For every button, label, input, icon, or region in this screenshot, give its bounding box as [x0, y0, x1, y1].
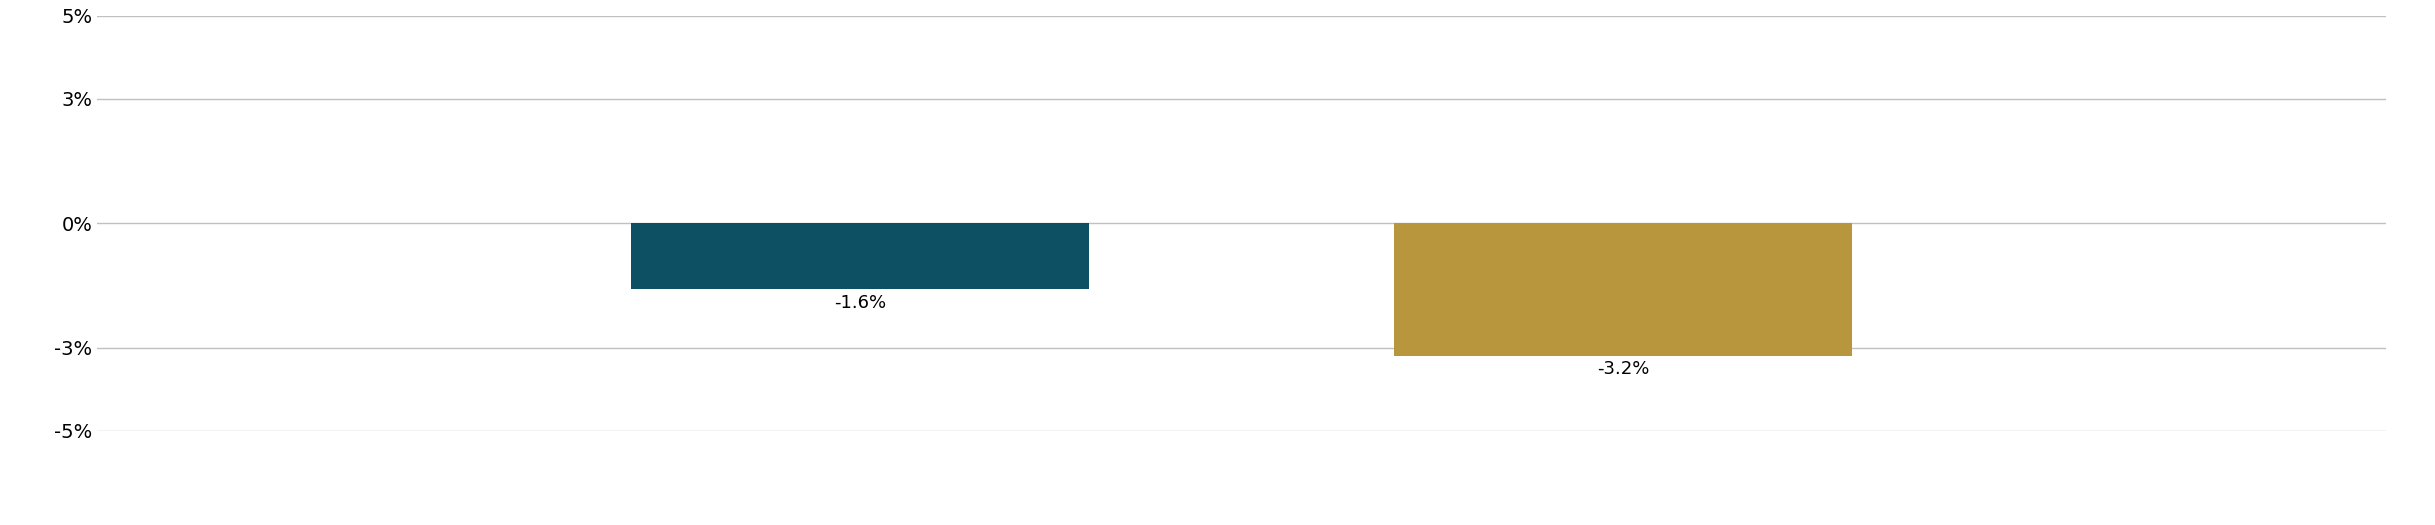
Text: -1.6%: -1.6%: [835, 293, 886, 312]
Legend: MBA Australian Small Companies Fund, Benchmark: MBA Australian Small Companies Fund, Ben…: [903, 519, 1580, 525]
Text: -3.2%: -3.2%: [1597, 360, 1648, 378]
Bar: [631, 223, 1088, 289]
Bar: [1395, 223, 1853, 356]
